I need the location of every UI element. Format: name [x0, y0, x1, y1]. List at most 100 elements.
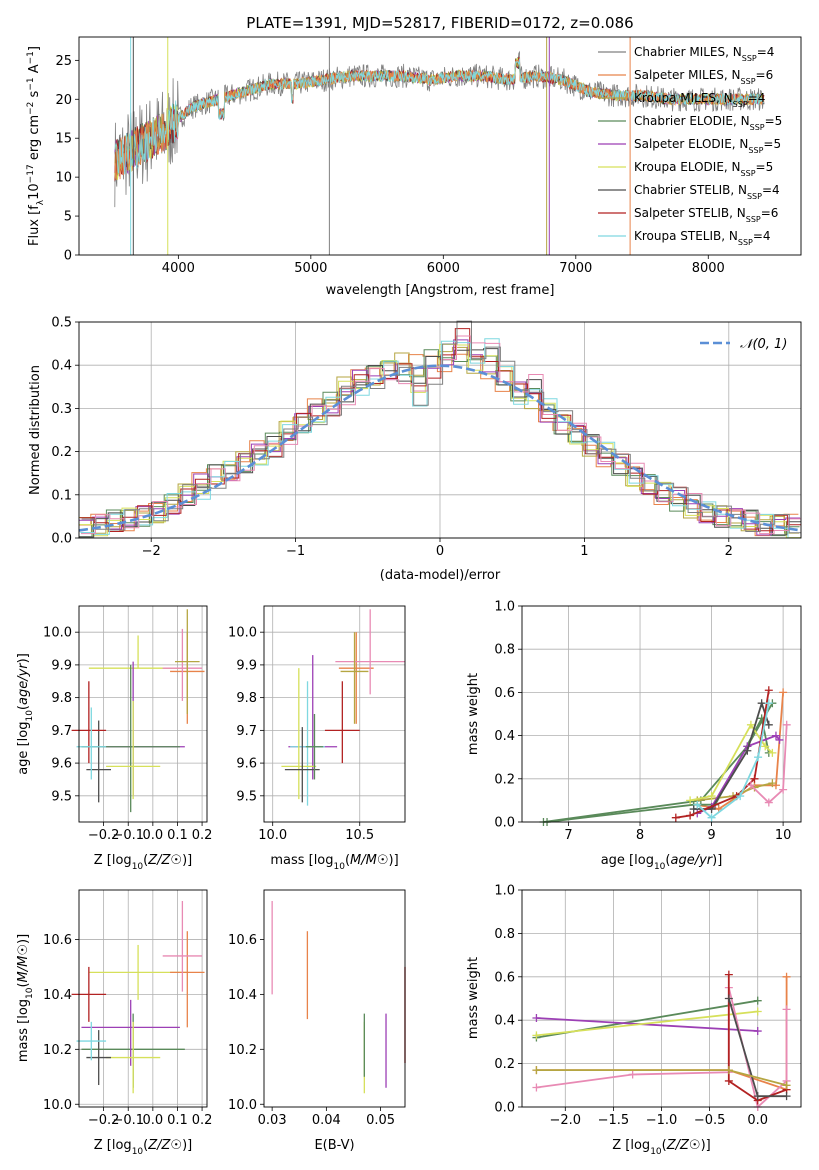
weight-marker: [764, 798, 773, 807]
y-tick-label: 0.1: [51, 488, 72, 503]
legend-sub: SSP: [742, 54, 757, 63]
legend-value: =5: [765, 114, 783, 128]
axes-frame: [78, 36, 802, 256]
label-part: −2: [26, 102, 36, 115]
y-tick-label: 10.4: [43, 988, 72, 1003]
label-sub: 10: [25, 710, 35, 722]
y-tick-label: 0.2: [494, 772, 515, 787]
legend-entry: 𝒩(0, 1): [740, 337, 787, 352]
histogram-step: [79, 353, 799, 537]
weight-marker: [707, 813, 716, 822]
legend-sub: SSP: [746, 215, 761, 224]
legend-value: =4: [748, 91, 766, 105]
y-tick-label: 9.8: [236, 691, 257, 706]
x-tick-label: 4000: [162, 261, 195, 276]
label-text: M/M☉: [16, 944, 31, 982]
x-tick-label: −1: [286, 544, 305, 559]
label-sub: 10: [25, 987, 35, 999]
weight-line: [750, 724, 788, 804]
legend-value: =4: [753, 229, 771, 243]
x-tick-label: −0.1: [112, 1113, 144, 1128]
label-part: −1: [26, 51, 36, 64]
legend-entry: Chabrier ELODIE, NSSP=5: [634, 114, 782, 132]
legend-text: Kroupa MILES, N: [634, 91, 733, 105]
weight-marker: [768, 748, 777, 757]
legend-text: Kroupa STELIB, N: [634, 229, 738, 243]
label-text: (: [16, 982, 31, 987]
weight-line: [536, 1017, 758, 1032]
x-tick-label: 0.2: [192, 1113, 213, 1128]
y-tick-label: 9.6: [236, 757, 257, 772]
axes-frame: [263, 605, 406, 823]
weight-marker: [754, 753, 763, 762]
x-tick-label: −2.0: [550, 1113, 582, 1128]
weight-marker: [753, 1007, 762, 1016]
y-tick-label: 10.0: [228, 626, 257, 641]
weight-line: [689, 723, 774, 802]
x-tick-label: 6000: [427, 261, 460, 276]
y-tick-label: 10.4: [228, 988, 257, 1003]
y-tick-label: 10.0: [228, 1098, 257, 1113]
y-tick-label: 9.6: [51, 757, 72, 772]
axes-frame: [78, 605, 208, 823]
legend-entry: Kroupa ELODIE, NSSP=5: [634, 160, 773, 178]
label-part: −17: [26, 164, 36, 183]
x-tick-label: 2: [725, 544, 733, 559]
label-text: M/M☉: [350, 853, 388, 868]
histogram-step: [79, 346, 799, 534]
weight-line: [697, 782, 773, 802]
weight-marker: [761, 742, 770, 751]
weight-marker: [757, 699, 766, 708]
x-tick-label: 0.03: [258, 1113, 287, 1128]
x-tick-label: 0.2: [192, 828, 213, 843]
weight-marker: [782, 720, 791, 729]
x-axis-label: wavelength [Angstrom, rest frame]: [326, 283, 555, 298]
y-tick-label: 9.5: [236, 789, 257, 804]
y-tick-label: 0.6: [494, 686, 515, 701]
y-tick-label: 0.6: [494, 970, 515, 985]
legend-text: Kroupa ELODIE, N: [634, 160, 741, 174]
y-tick-label: 9.7: [236, 724, 257, 739]
weight-marker: [750, 774, 759, 783]
weight-marker: [782, 1005, 791, 1014]
label-text: (: [662, 1138, 667, 1153]
y-tick-label: 0.4: [494, 1014, 515, 1029]
weight-marker: [724, 994, 733, 1003]
x-tick-label: −1.5: [598, 1113, 630, 1128]
label-part: −1: [26, 77, 36, 90]
weight-marker: [532, 1014, 541, 1023]
label-part: ]: [27, 46, 42, 51]
weight-marker: [753, 1092, 762, 1101]
histogram-step: [80, 338, 801, 539]
y-tick-label: 5: [64, 210, 72, 225]
y-tick-label: 1.0: [494, 600, 515, 615]
y-tick-label: 0.4: [494, 729, 515, 744]
y-tick-label: 15: [55, 132, 72, 147]
weight-marker: [764, 720, 773, 729]
axis-label: Z [log10(Z/Z☉)]: [94, 853, 192, 872]
label-text: )]: [712, 853, 722, 868]
legend-sub: SSP: [738, 238, 753, 247]
y-tick-label: 10.6: [228, 933, 257, 948]
label-text: age [log: [16, 722, 31, 775]
legend-text: Chabrier ELODIE, N: [634, 114, 750, 128]
weight-marker: [686, 796, 695, 805]
legend-sub: SSP: [733, 100, 748, 109]
legend-text: Salpeter STELIB, N: [634, 206, 746, 220]
y-axis-label: mass weight: [466, 673, 481, 755]
x-tick-label: −2: [142, 544, 161, 559]
x-tick-label: −0.2: [88, 1113, 120, 1128]
weight-marker: [532, 1066, 541, 1075]
label-text: (: [16, 705, 31, 710]
y-tick-label: 9.9: [51, 658, 72, 673]
x-tick-label: 0.0: [747, 1113, 768, 1128]
label-text: Z/Z☉: [147, 1138, 182, 1153]
label-text: )]: [16, 934, 31, 944]
legend-entry: Kroupa STELIB, NSSP=4: [634, 229, 771, 247]
weight-marker: [771, 731, 780, 740]
x-tick-label: −0.1: [112, 828, 144, 843]
legend-sub: SSP: [748, 146, 763, 155]
y-tick-label: 10: [55, 171, 72, 186]
legend-entry: Salpeter MILES, NSSP=6: [634, 68, 773, 86]
